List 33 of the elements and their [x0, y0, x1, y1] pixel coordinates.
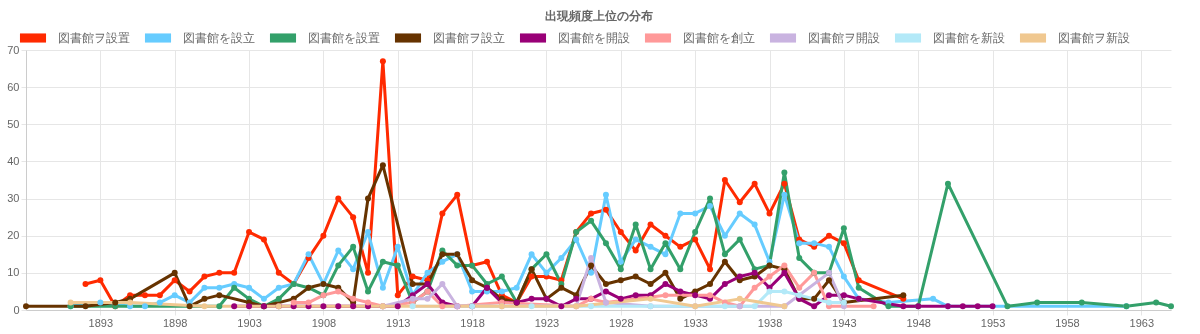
- x-tick-label: 1933: [683, 316, 708, 329]
- x-tick-label: 1963: [1129, 316, 1154, 329]
- x-tick-label: 1943: [832, 316, 857, 329]
- y-tick-label: 30: [7, 192, 20, 205]
- legend-label: 図書館を開設: [558, 31, 630, 45]
- y-tick-label: 50: [7, 117, 20, 130]
- x-tick-label: 1953: [980, 316, 1006, 329]
- legend-label: 図書館ヲ設置: [58, 31, 130, 45]
- legend-label: 図書館ヲ開設: [808, 31, 880, 45]
- y-tick-label: 0: [13, 303, 20, 316]
- legend-label: 図書館を新設: [933, 31, 1005, 45]
- legend-label: 図書館を創立: [683, 31, 755, 45]
- x-tick-label: 1908: [311, 316, 337, 329]
- legend-label: 図書館を設立: [183, 31, 255, 45]
- x-tick-label: 1928: [609, 316, 634, 329]
- y-tick-label: 20: [7, 229, 20, 242]
- legend-label: 図書館ヲ新設: [1058, 31, 1130, 45]
- x-tick-label: 1913: [386, 316, 411, 329]
- x-tick-label: 1893: [88, 316, 114, 329]
- y-tick-label: 70: [7, 43, 20, 56]
- legend-label: 図書館ヲ設立: [433, 31, 505, 45]
- x-tick-label: 1958: [1055, 316, 1080, 329]
- x-tick-label: 1903: [237, 316, 262, 329]
- x-tick-label: 1923: [534, 316, 560, 329]
- x-tick-label: 1948: [906, 316, 931, 329]
- y-tick-label: 40: [7, 154, 20, 167]
- x-tick-label: 1898: [162, 316, 188, 329]
- legend-label: 図書館を設置: [308, 31, 380, 45]
- chart-title: 出現頻度上位の分布: [544, 9, 653, 23]
- x-tick-label: 1938: [757, 316, 783, 329]
- x-tick-label: 1918: [460, 316, 485, 329]
- y-tick-label: 60: [7, 80, 20, 93]
- y-tick-label: 10: [7, 266, 20, 279]
